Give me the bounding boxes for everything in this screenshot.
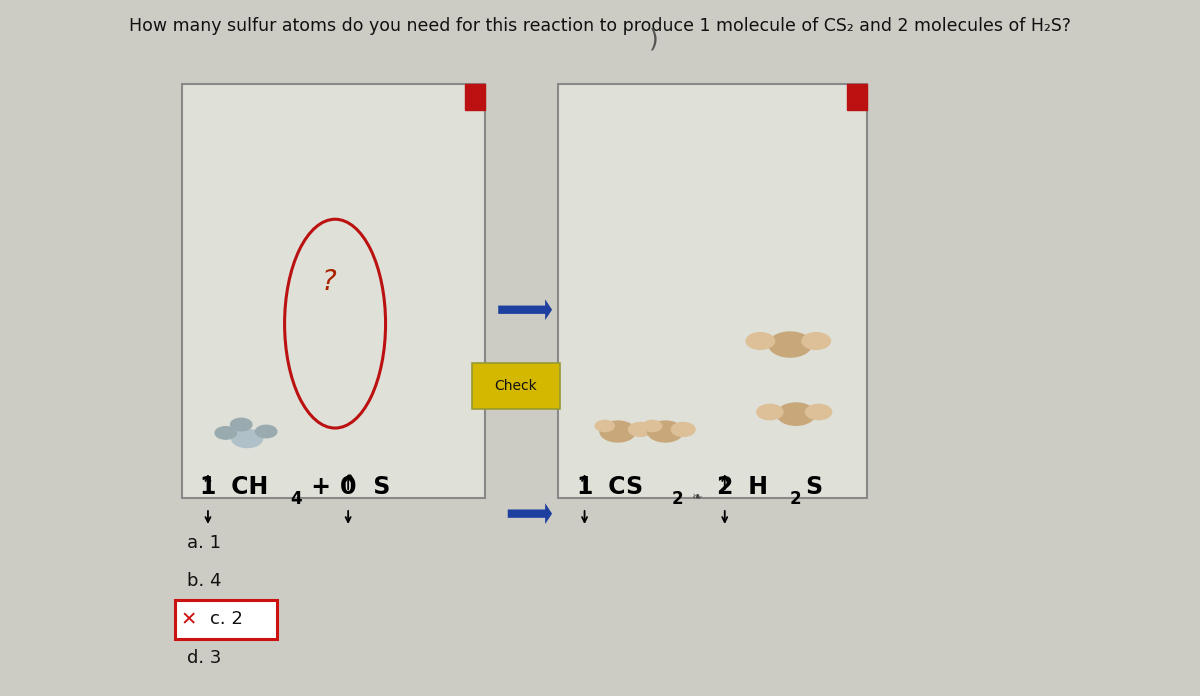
FancyBboxPatch shape xyxy=(182,84,485,498)
Text: +: + xyxy=(302,475,331,499)
Text: 1: 1 xyxy=(199,475,216,499)
Circle shape xyxy=(215,427,236,439)
Circle shape xyxy=(648,421,683,442)
Circle shape xyxy=(778,403,815,425)
FancyBboxPatch shape xyxy=(472,363,559,409)
Text: ?: ? xyxy=(322,268,336,296)
Circle shape xyxy=(600,421,636,442)
FancyBboxPatch shape xyxy=(558,84,868,498)
Text: b. 4: b. 4 xyxy=(186,572,221,590)
Circle shape xyxy=(595,420,614,432)
Text: ❧: ❧ xyxy=(691,490,702,503)
Circle shape xyxy=(256,425,277,438)
Text: 2: 2 xyxy=(671,490,683,508)
Text: ): ) xyxy=(648,28,659,52)
Circle shape xyxy=(671,422,695,436)
Circle shape xyxy=(629,422,653,436)
Circle shape xyxy=(769,332,811,357)
Text: How many sulfur atoms do you need for this reaction to produce 1 molecule of CS₂: How many sulfur atoms do you need for th… xyxy=(130,17,1072,35)
Circle shape xyxy=(746,333,775,349)
Circle shape xyxy=(232,429,263,448)
Text: CH: CH xyxy=(223,475,269,499)
Text: S: S xyxy=(365,475,390,499)
Text: 2: 2 xyxy=(790,490,802,508)
Circle shape xyxy=(643,420,661,432)
Text: S: S xyxy=(805,475,823,499)
Text: 0̂: 0̂ xyxy=(340,475,356,499)
Circle shape xyxy=(805,404,832,420)
Bar xyxy=(847,84,868,110)
Text: d. 3: d. 3 xyxy=(186,649,221,667)
Text: CS: CS xyxy=(600,475,643,499)
Text: 2: 2 xyxy=(716,475,733,499)
Text: c. 2: c. 2 xyxy=(210,610,244,628)
Text: ✕: ✕ xyxy=(181,610,197,629)
Text: H: H xyxy=(740,475,768,499)
Text: 1: 1 xyxy=(576,475,593,499)
Circle shape xyxy=(802,333,830,349)
Text: a. 1: a. 1 xyxy=(186,534,221,552)
Text: 4: 4 xyxy=(290,490,301,508)
Text: Check: Check xyxy=(494,379,538,393)
Circle shape xyxy=(230,418,252,431)
FancyBboxPatch shape xyxy=(175,600,277,639)
Circle shape xyxy=(757,404,782,420)
Bar xyxy=(464,84,485,110)
